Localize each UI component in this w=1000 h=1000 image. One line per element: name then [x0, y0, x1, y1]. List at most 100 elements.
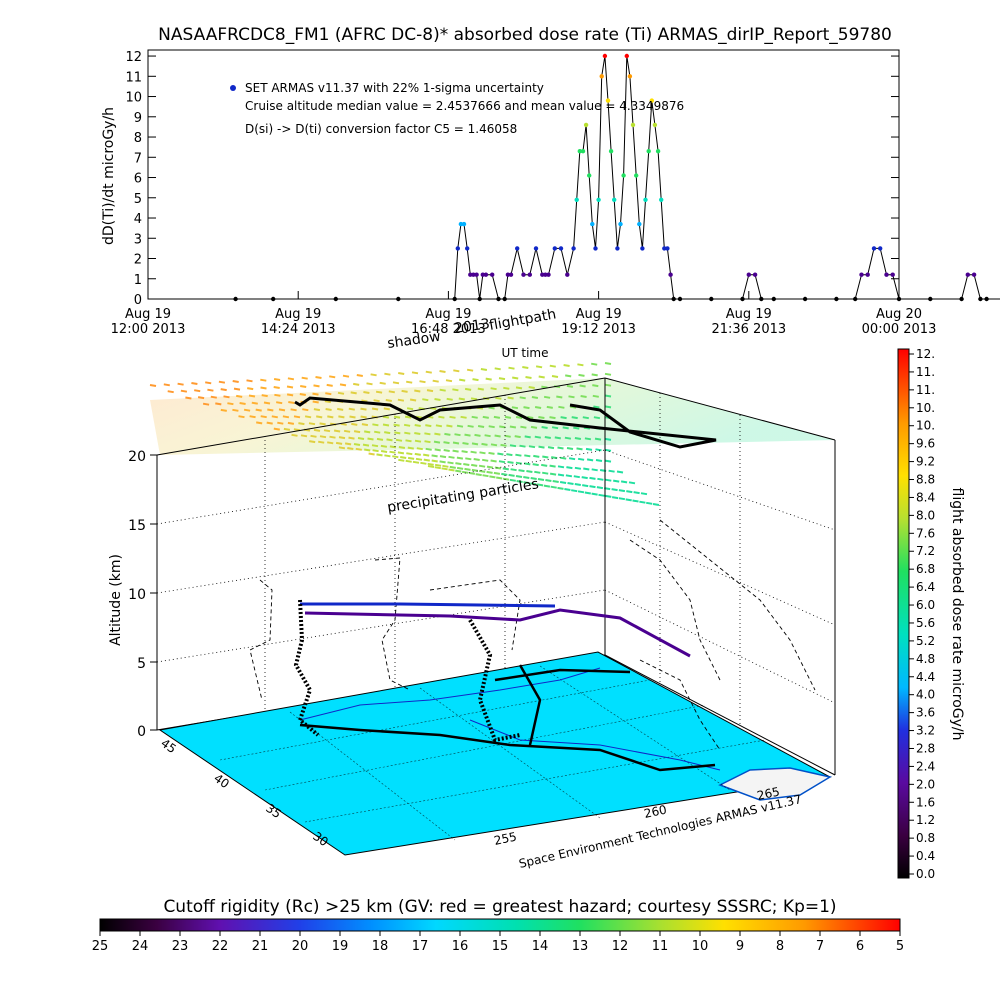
series-point [505, 272, 511, 277]
dose-colorbar-tick-label: 8.8 [916, 473, 935, 487]
field-dash [560, 416, 567, 420]
series-point [271, 296, 276, 302]
field-dash [283, 427, 291, 431]
field-dash [470, 450, 477, 454]
field-dash [486, 470, 493, 474]
longitude-tick-label: 255 [493, 829, 518, 847]
series-point [677, 296, 683, 302]
field-dash [598, 493, 605, 497]
field-dash [534, 435, 541, 439]
x-tick-label-bottom: 16:48 2013 [411, 322, 486, 337]
field-dash [543, 395, 551, 399]
field-dash [518, 469, 525, 473]
field-dash [406, 407, 414, 411]
rigidity-colorbar-tick-label: 8 [776, 939, 784, 954]
dose-colorbar-tick-label: 3.6 [916, 706, 935, 720]
field-dash [526, 470, 533, 473]
series-point [571, 246, 576, 251]
dose-colorbar-tick-label: 2.0 [916, 777, 935, 791]
field-dash [439, 388, 446, 392]
map-coastline [299, 667, 721, 771]
field-dash [443, 441, 450, 445]
field-dash [530, 425, 538, 429]
field-dash [496, 476, 503, 480]
field-dash [471, 442, 479, 446]
field-dash [397, 398, 405, 402]
field-dash [434, 432, 441, 436]
field-dash [583, 467, 590, 471]
dose-colorbar-tick-label: 0.0 [916, 867, 935, 881]
field-dash [552, 480, 559, 483]
field-dash [392, 455, 399, 459]
legend-entry: SET ARMAS v11.37 with 22% 1-sigma uncert… [245, 81, 544, 95]
series-point [468, 272, 473, 277]
dose-colorbar-tick-label: 10. [916, 419, 935, 433]
rigidity-colorbar-tick-label: 24 [132, 939, 149, 954]
field-dash [276, 401, 283, 405]
series-point [477, 296, 482, 302]
field-dash [474, 433, 481, 437]
field-dash [494, 367, 501, 371]
field-dash [246, 379, 253, 383]
field-dash [194, 389, 201, 393]
field-dash [577, 457, 585, 461]
field-dash [509, 425, 517, 429]
field-dash [361, 399, 368, 403]
field-dash [625, 498, 632, 502]
field-dash [646, 501, 653, 505]
y-tick-label: 3 [134, 232, 142, 247]
x-tick-label-top: Aug 19 [726, 307, 772, 322]
field-dash [318, 440, 325, 444]
field-dash [519, 396, 526, 400]
rigidity-colorbar-tick-label: 21 [252, 939, 269, 954]
field-dash [464, 467, 471, 471]
field-dash [485, 377, 492, 381]
field-dash [589, 485, 596, 489]
field-dash [319, 435, 327, 439]
field-dash [589, 476, 596, 480]
z-axis-label: Altitude (km) [108, 554, 124, 646]
rigidity-colorbar-tick-label: 5 [896, 939, 904, 954]
field-dash [267, 408, 274, 412]
field-dash [260, 378, 267, 382]
rigidity-colorbar-tick-label: 17 [412, 939, 429, 954]
series-point [574, 197, 579, 202]
field-dash [511, 406, 519, 410]
legend: SET ARMAS v11.37 with 22% 1-sigma uncert… [230, 81, 684, 136]
field-dash [534, 406, 542, 409]
field-dash [239, 402, 246, 405]
field-dash [439, 455, 447, 459]
field-dash [434, 398, 441, 401]
field-dash [616, 470, 624, 474]
series-point [655, 149, 661, 154]
field-dash [353, 382, 360, 386]
field-dash [251, 401, 258, 405]
field-dash [462, 442, 469, 445]
field-dash [389, 450, 396, 454]
field-dash [382, 415, 390, 419]
field-dash [502, 467, 509, 471]
field-dash [581, 476, 588, 480]
field-dash [416, 415, 423, 419]
field-dash [299, 393, 306, 396]
field-dash [406, 452, 413, 456]
rigidity-colorbar-tick-label: 12 [612, 939, 629, 954]
field-dash [313, 408, 321, 412]
field-dash [633, 491, 640, 495]
field-dash [366, 382, 373, 386]
field-dash [509, 444, 517, 448]
field-dash [542, 455, 549, 459]
field-dash [425, 447, 432, 451]
field-dash [249, 415, 256, 419]
field-dash [504, 415, 512, 419]
series-point [490, 272, 495, 277]
series-point [646, 149, 651, 154]
field-dash [593, 416, 601, 420]
field-dash [528, 445, 536, 449]
field-dash [232, 380, 239, 383]
field-dash [471, 468, 479, 472]
field-dash [371, 407, 379, 411]
field-dash [315, 376, 322, 379]
field-dash [325, 392, 332, 396]
z-tick-label: 5 [137, 656, 146, 672]
